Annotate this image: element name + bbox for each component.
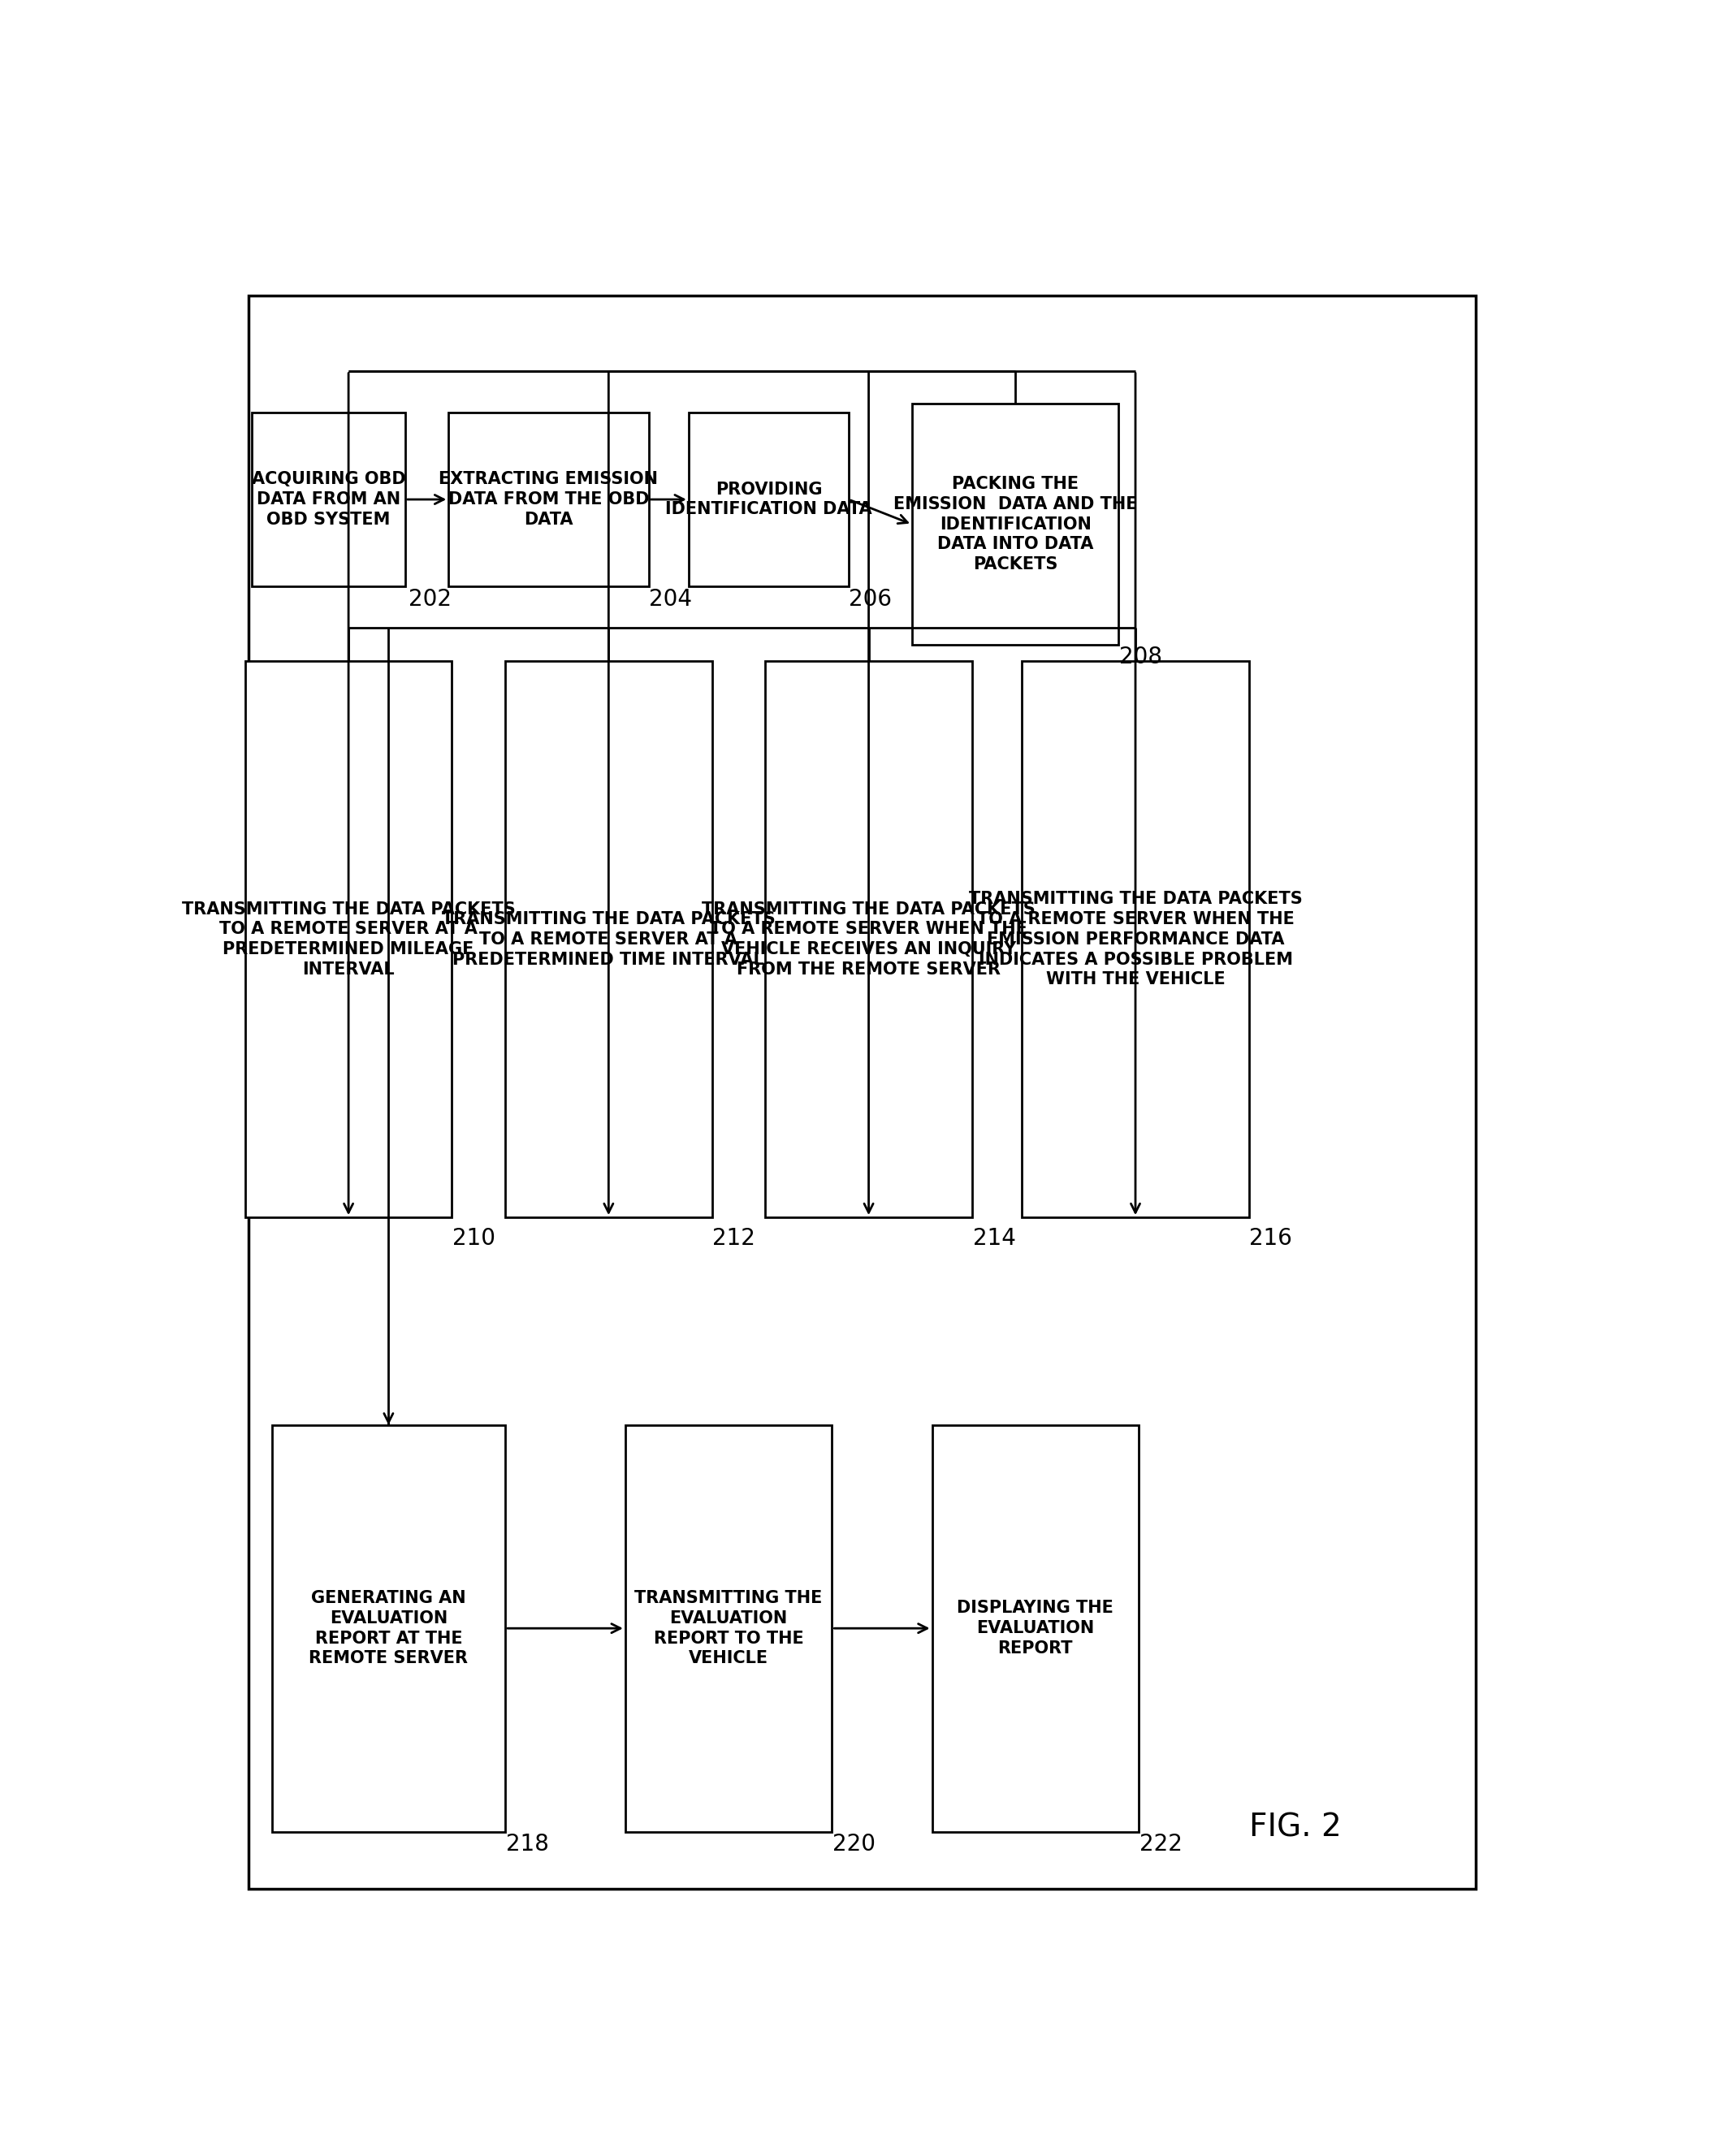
Text: 208: 208 bbox=[1119, 647, 1162, 668]
Bar bbox=[244, 662, 453, 1218]
Bar bbox=[912, 403, 1119, 645]
Text: 202: 202 bbox=[408, 589, 451, 610]
Bar bbox=[449, 412, 649, 586]
Bar bbox=[272, 1425, 506, 1833]
Bar bbox=[766, 662, 972, 1218]
Bar bbox=[251, 412, 404, 586]
Text: 210: 210 bbox=[453, 1227, 496, 1250]
Bar bbox=[1022, 662, 1249, 1218]
Text: PROVIDING
IDENTIFICATION DATA: PROVIDING IDENTIFICATION DATA bbox=[666, 481, 873, 517]
Text: TRANSMITTING THE DATA PACKETS
TO A REMOTE SERVER AT A
PREDETERMINED MILEAGE
INTE: TRANSMITTING THE DATA PACKETS TO A REMOT… bbox=[182, 901, 515, 977]
Text: 216: 216 bbox=[1249, 1227, 1292, 1250]
Text: TRANSMITTING THE
EVALUATION
REPORT TO THE
VEHICLE: TRANSMITTING THE EVALUATION REPORT TO TH… bbox=[635, 1589, 823, 1667]
Text: TRANSMITTING THE DATA PACKETS
TO A REMOTE SERVER WHEN THE
VEHICLE RECEIVES AN IN: TRANSMITTING THE DATA PACKETS TO A REMOT… bbox=[702, 901, 1036, 977]
Text: ACQUIRING OBD
DATA FROM AN
OBD SYSTEM: ACQUIRING OBD DATA FROM AN OBD SYSTEM bbox=[251, 472, 406, 528]
Bar bbox=[688, 412, 848, 586]
Text: GENERATING AN
EVALUATION
REPORT AT THE
REMOTE SERVER: GENERATING AN EVALUATION REPORT AT THE R… bbox=[310, 1589, 468, 1667]
Text: 204: 204 bbox=[649, 589, 692, 610]
Text: TRANSMITTING THE DATA PACKETS
TO A REMOTE SERVER WHEN THE
EMISSION PERFORMANCE D: TRANSMITTING THE DATA PACKETS TO A REMOT… bbox=[969, 890, 1303, 987]
Text: 222: 222 bbox=[1139, 1833, 1182, 1856]
Text: EXTRACTING EMISSION
DATA FROM THE OBD
DATA: EXTRACTING EMISSION DATA FROM THE OBD DA… bbox=[439, 472, 657, 528]
Bar bbox=[625, 1425, 831, 1833]
Text: 218: 218 bbox=[506, 1833, 549, 1856]
Text: 220: 220 bbox=[833, 1833, 876, 1856]
Text: DISPLAYING THE
EVALUATION
REPORT: DISPLAYING THE EVALUATION REPORT bbox=[957, 1600, 1113, 1656]
Text: TRANSMITTING THE DATA PACKETS
TO A REMOTE SERVER AT A
PREDETERMINED TIME INTERVA: TRANSMITTING THE DATA PACKETS TO A REMOT… bbox=[442, 912, 776, 968]
Bar bbox=[506, 662, 712, 1218]
Text: FIG. 2: FIG. 2 bbox=[1249, 1811, 1342, 1843]
Text: 214: 214 bbox=[972, 1227, 1015, 1250]
Text: 212: 212 bbox=[712, 1227, 756, 1250]
Bar bbox=[933, 1425, 1139, 1833]
Text: 206: 206 bbox=[848, 589, 891, 610]
Text: PACKING THE
EMISSION  DATA AND THE
IDENTIFICATION
DATA INTO DATA
PACKETS: PACKING THE EMISSION DATA AND THE IDENTI… bbox=[893, 476, 1138, 573]
